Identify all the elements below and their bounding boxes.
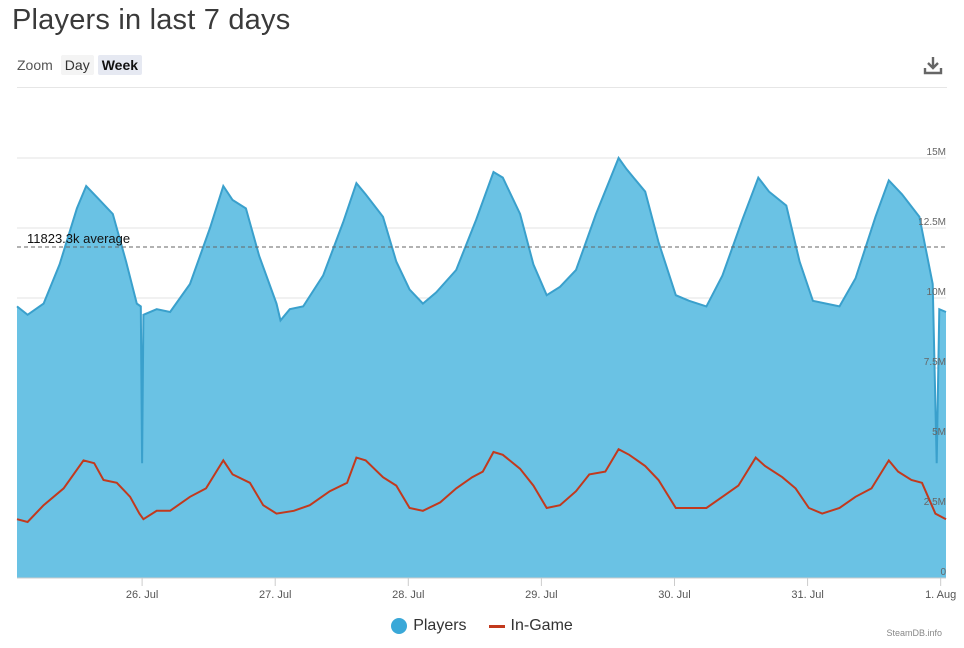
- average-line: 11823.3k average: [17, 231, 946, 248]
- ingame-legend-marker: [488, 624, 505, 628]
- legend-ingame[interactable]: In-Game: [488, 617, 573, 635]
- header-divider: [17, 87, 947, 88]
- legend-players[interactable]: Players: [391, 617, 467, 635]
- players-area-fill: [17, 158, 946, 578]
- chart-legend: Players In-Game: [0, 617, 964, 635]
- x-tick-label: 31. Jul: [791, 589, 823, 601]
- y-tick-label: 10M: [927, 287, 946, 298]
- players-chart: 11823.3k average 02.5M5M7.5M10M12.5M15M …: [16, 147, 956, 601]
- credit-text: SteamDB.info: [886, 628, 942, 638]
- legend-players-label: Players: [413, 617, 467, 634]
- x-axis: 26. Jul 27. Jul 28. Jul 29. Jul 30. Jul 31. J…: [17, 577, 956, 601]
- y-tick-label: 12.5M: [918, 217, 946, 228]
- players-series: [16, 155, 947, 578]
- x-tick-label: 30. Jul: [658, 589, 690, 601]
- players-line: [16, 155, 947, 464]
- players-legend-marker: [391, 618, 408, 634]
- y-tick-label: 7.5M: [924, 357, 946, 368]
- x-tick-label: 27. Jul: [259, 589, 291, 601]
- page-title: Players in last 7 days: [12, 4, 291, 36]
- zoom-controls: Zoom Day Week: [17, 54, 143, 76]
- average-label: 11823.3k average: [27, 231, 130, 246]
- ingame-series: [16, 447, 947, 524]
- legend-ingame-label: In-Game: [510, 617, 573, 634]
- y-tick-label: 2.5M: [924, 497, 946, 508]
- y-axis-labels: 0 2.5M 5M 7.5M 10M 12.5M 15M: [918, 147, 946, 578]
- y-tick-label: 0: [940, 567, 946, 578]
- zoom-week-button[interactable]: Week: [97, 55, 143, 75]
- zoom-label: Zoom: [17, 57, 53, 73]
- x-tick-label: 1. Aug: [925, 589, 956, 601]
- zoom-day-button[interactable]: Day: [60, 55, 94, 75]
- x-tick-label: 28. Jul: [392, 589, 424, 601]
- x-tick-label: 29. Jul: [525, 589, 557, 601]
- download-icon[interactable]: [922, 54, 944, 76]
- x-tick-label: 26. Jul: [126, 589, 158, 601]
- y-tick-label: 15M: [927, 147, 946, 158]
- y-tick-label: 5M: [932, 427, 946, 438]
- ingame-line-path: [16, 447, 947, 524]
